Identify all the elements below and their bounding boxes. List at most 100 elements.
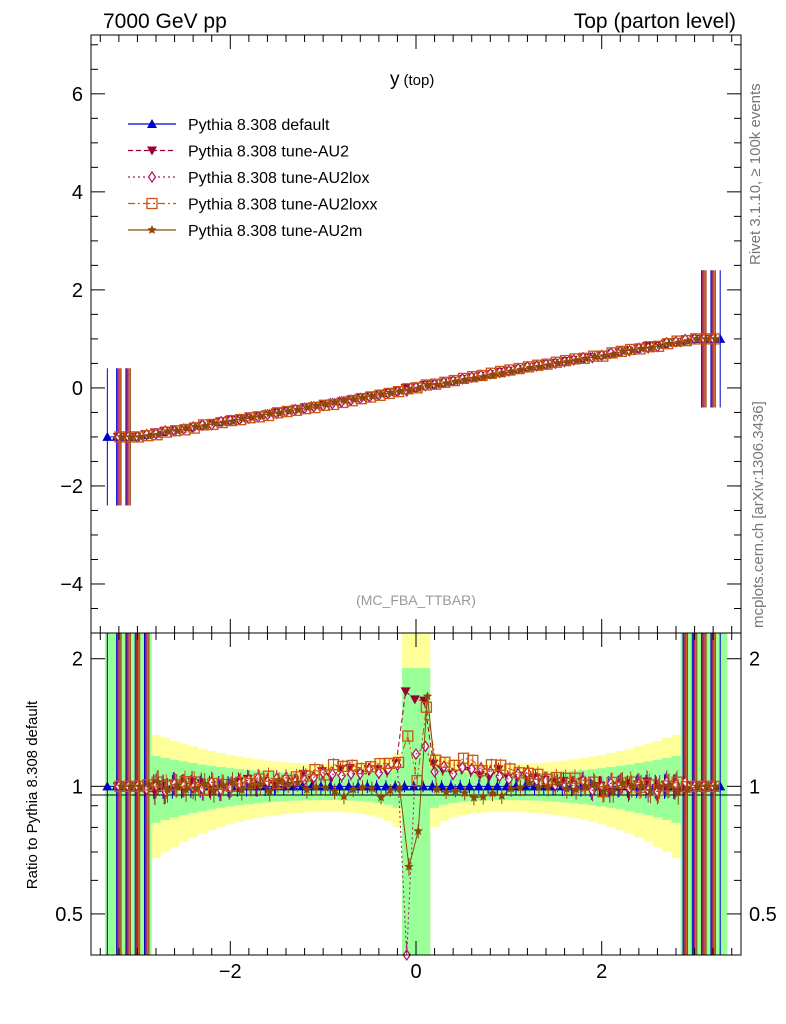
series-line <box>121 338 716 438</box>
ratio-y-tick-label-right: 2 <box>749 649 760 671</box>
x-tick-label: 2 <box>596 961 607 983</box>
ratio-y-tick-label: 2 <box>72 649 83 671</box>
y-tick-label: 4 <box>72 182 83 204</box>
ratio-point <box>448 759 460 772</box>
ratio-point <box>495 770 504 783</box>
ratio-point <box>337 769 346 782</box>
ratio-point <box>458 761 467 774</box>
legend-label: Pythia 8.308 tune-AU2loxx <box>188 197 377 214</box>
data-point <box>710 333 721 343</box>
y-tick-label: −4 <box>60 574 83 596</box>
ratio-point <box>235 776 247 789</box>
legend-entry: Pythia 8.308 default <box>128 117 330 134</box>
header-left: 7000 GeV pp <box>103 10 227 33</box>
main-series <box>102 270 726 506</box>
ratio-point <box>422 691 433 701</box>
ratio-point <box>346 759 358 772</box>
legend-entry: Pythia 8.308 tune-AU2m <box>128 223 362 240</box>
data-point <box>476 369 488 382</box>
main-ticks: −4 −2 0 2 4 6 <box>60 35 741 634</box>
data-point <box>309 401 321 414</box>
legend-label: Pythia 8.308 tune-AU2 <box>188 144 349 161</box>
ratio-point <box>346 767 356 780</box>
band-1sigma <box>717 633 728 955</box>
legend-marker <box>147 119 157 128</box>
ratio-point <box>467 763 476 776</box>
ratio-ylabel: Ratio to Pythia 8.308 default <box>24 700 41 889</box>
ratio-point <box>541 773 553 786</box>
ratio-point <box>439 756 451 768</box>
legend-marker <box>147 146 157 156</box>
ratio-point <box>430 754 442 766</box>
y-tick-label: 2 <box>72 280 83 302</box>
header-right: Top (parton level) <box>574 10 736 33</box>
ratio-series-4 <box>116 633 721 955</box>
ratio-ticks: −2 0 2 0.5 0.5 1 1 2 2 <box>55 633 777 983</box>
data-point <box>235 413 247 426</box>
legend-marker <box>147 225 157 235</box>
ratio-y-tick-label-right: 1 <box>749 776 760 798</box>
ratio-y-tick-label-right: 0.5 <box>749 904 777 926</box>
chart-title-main: y <box>390 69 400 90</box>
band-1sigma <box>104 633 115 955</box>
band-1sigma <box>402 668 412 955</box>
data-point <box>457 372 470 385</box>
band-1sigma <box>411 668 421 955</box>
chart-title: y (top) <box>390 69 434 90</box>
ratio-point <box>587 776 600 788</box>
ratio-point <box>170 779 182 791</box>
y-tick-label: −2 <box>60 476 83 498</box>
ratio-point <box>318 769 330 781</box>
legend-label: Pythia 8.308 default <box>188 117 330 134</box>
ratio-point <box>365 761 377 773</box>
ratio-point <box>179 775 191 788</box>
ratio-point <box>504 763 516 775</box>
ratio-point <box>151 776 163 788</box>
y-tick-label: 6 <box>72 84 83 106</box>
legend: Pythia 8.308 default Pythia 8.308 tune-AU… <box>128 117 377 240</box>
ratio-point <box>402 730 414 742</box>
ratio-point <box>513 767 523 780</box>
ratio-point <box>392 756 405 769</box>
main-panel: −4 −2 0 2 4 6 y (top) (MC_FBA_TTBAR) Pythia 8.… <box>60 34 742 634</box>
ratio-y-tick-label: 1 <box>72 776 83 798</box>
ratio-point <box>355 762 368 775</box>
data-point <box>116 431 126 441</box>
ratio-point <box>457 752 470 764</box>
ratio-y-tick-label: 0.5 <box>55 904 83 926</box>
x-tick-label: 0 <box>410 961 421 983</box>
ratio-point <box>327 758 340 771</box>
data-point <box>160 426 173 438</box>
ratio-panel: −2 0 2 0.5 0.5 1 1 2 2 Ratio to Pythia 8.308 def… <box>24 632 777 983</box>
ratio-point <box>272 777 284 790</box>
ratio-point <box>448 768 458 781</box>
legend-entry: Pythia 8.308 tune-AU2loxx <box>128 197 377 214</box>
ratio-point <box>116 781 126 791</box>
band-1sigma <box>420 668 431 955</box>
rivet-label: Rivet 3.1.10, ≥ 100k events <box>747 83 764 265</box>
ratio-point <box>476 765 488 777</box>
ratio-series <box>102 633 726 962</box>
data-point <box>337 396 349 409</box>
ratio-point <box>300 770 312 782</box>
legend-label: Pythia 8.308 tune-AU2lox <box>188 170 369 187</box>
ratio-series-line <box>118 745 714 956</box>
data-point <box>411 382 423 394</box>
ratio-point <box>337 760 349 773</box>
chart-title-sub: (top) <box>404 72 435 89</box>
ratio-point <box>710 781 721 791</box>
ratio-point <box>262 770 275 782</box>
y-tick-label: 0 <box>72 378 83 400</box>
data-point <box>346 395 358 407</box>
data-point <box>504 364 516 376</box>
ratio-point <box>634 781 646 793</box>
series-4 <box>116 270 721 506</box>
ratio-point <box>467 754 479 767</box>
x-tick-label: −2 <box>219 961 242 983</box>
legend-entry: Pythia 8.308 tune-AU2lox <box>128 170 369 187</box>
ratio-point <box>374 767 384 780</box>
legend-marker <box>147 170 157 184</box>
data-point <box>188 422 200 434</box>
legend-label: Pythia 8.308 tune-AU2m <box>188 223 362 240</box>
